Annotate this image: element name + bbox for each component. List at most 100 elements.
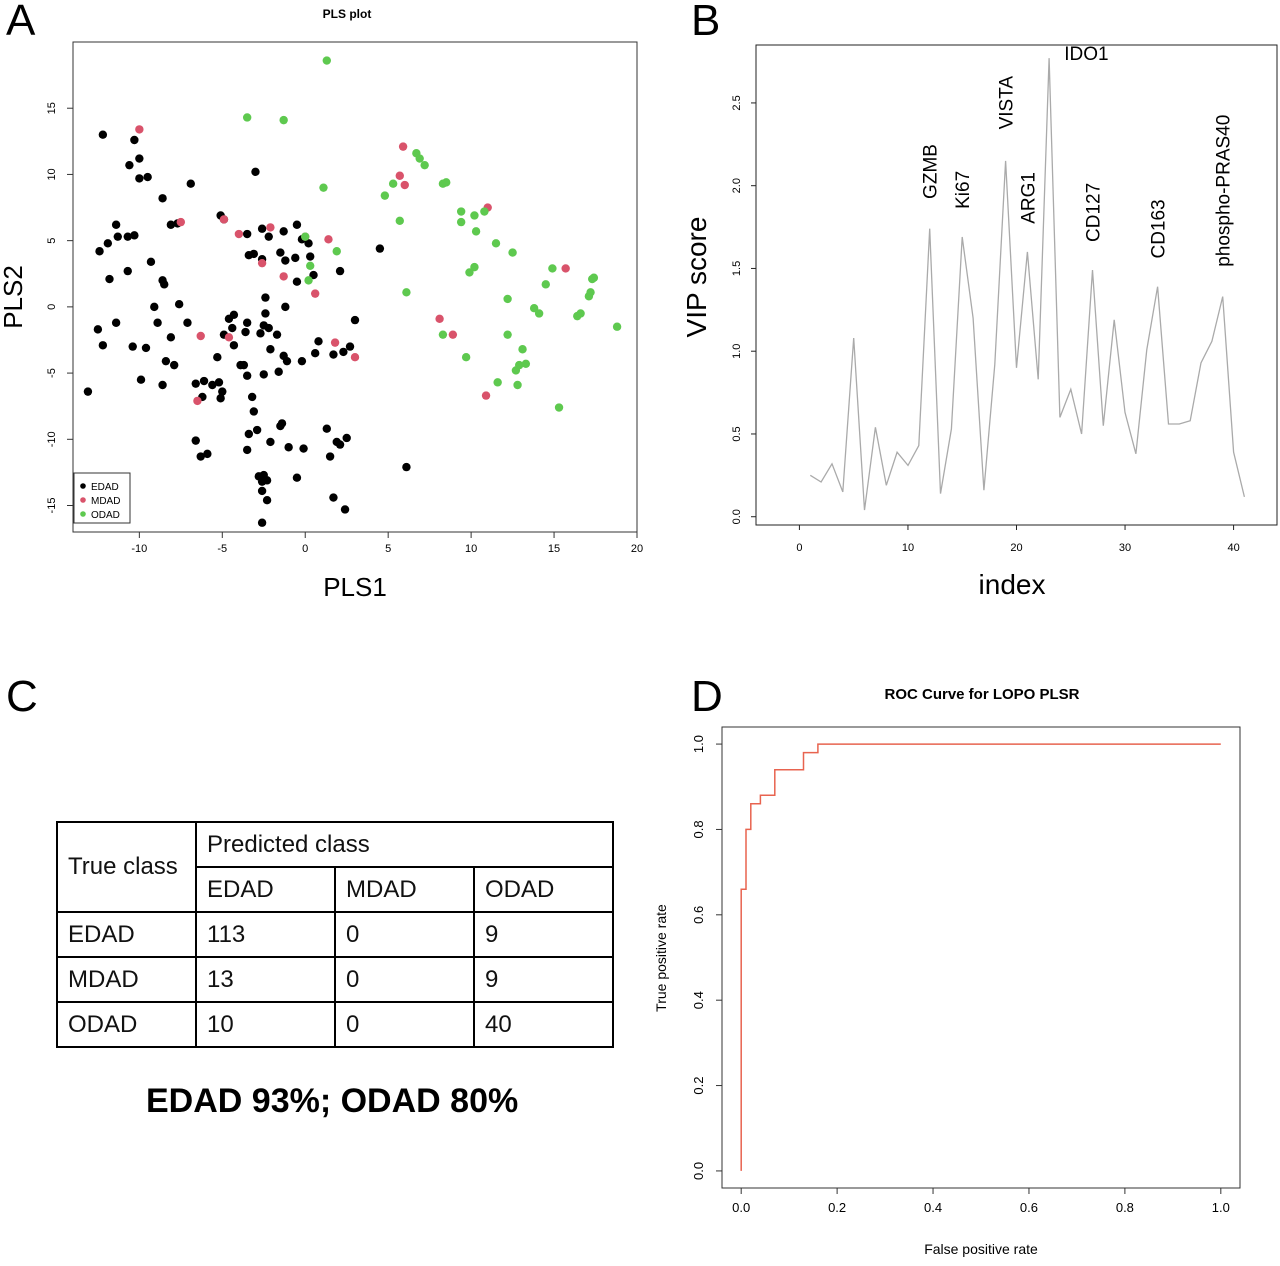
data-point-mdad [395,171,404,180]
data-point-odad [589,273,599,282]
annotation-label: CD127 [1083,183,1104,242]
panel-letter-d: D [691,672,723,721]
data-point-odad [518,345,527,354]
data-point-odad [493,378,502,387]
data-point-edad [276,248,285,257]
legend-label-odad: ODAD [91,510,120,521]
panel-letter-b: B [691,0,721,45]
data-point-mdad [350,352,360,362]
pls-scatter-plot: PLS plot -10 -5 0 5 10 15 20 -15 -10 -5 0 5 10 15 PLS1 P… [0,7,643,602]
data-point-edad [216,394,225,403]
data-point-odad [513,380,522,390]
y-tick-label: -5 [46,368,58,378]
table-cell: 0 [334,911,475,958]
data-point-edad [130,135,139,145]
data-point-edad [292,220,302,229]
data-point-mdad [398,142,408,151]
data-point-edad [314,337,323,346]
data-point-edad [299,444,308,453]
vip-score-plot: 0 10 20 30 40 0.0 0.5 1.0 1.5 2.0 2.5 index VIP scor… [681,44,1278,600]
data-point-odad [395,216,404,225]
data-point-edad [196,452,205,461]
data-point-edad [228,323,237,333]
data-point-mdad [481,391,491,400]
x-tick-label: 10 [465,543,477,555]
data-point-edad [257,486,267,496]
y-tick-label: -15 [46,498,58,514]
data-point-mdad [135,125,144,134]
data-point-odad [380,191,390,200]
data-point-odad [586,288,595,297]
data-point-edad [375,244,385,253]
x-tick-label: 30 [1119,542,1131,554]
plot-frame [721,726,1241,1189]
data-point-edad [105,274,114,284]
data-point-mdad [330,338,340,347]
data-point-edad [329,350,338,359]
x-tick-label: 0.2 [828,1200,846,1215]
table-subheader-row: EDAD MDAD ODAD [57,866,614,913]
data-point-edad [264,323,273,333]
x-tick-label: 0.4 [924,1200,942,1215]
plot-frame [72,41,638,533]
data-point-edad [95,247,104,256]
y-tick-label: 0 [46,304,58,310]
data-point-edad [208,380,217,390]
row-label: ODAD [56,1001,197,1048]
data-point-edad [186,179,195,188]
legend-label-edad: EDAD [91,482,119,493]
data-point-edad [335,266,345,276]
y-tick-label: 0.4 [691,991,706,1009]
table-row: ODAD 10 0 40 [56,1001,614,1048]
data-point-edad [261,293,270,302]
legend-marker-edad [80,483,86,489]
data-point-odad [480,207,489,216]
data-point-edad [191,436,200,445]
x-axis-label: False positive rate [924,1241,1038,1257]
data-point-edad [174,300,184,309]
chart-title: ROC Curve for LOPO PLSR [884,686,1079,703]
data-point-edad [128,342,137,351]
data-point-edad [236,360,245,370]
x-tick-label: -5 [217,543,227,555]
data-point-odad [456,217,466,227]
data-point-edad [262,496,272,505]
annotation-label: ARG1 [1018,172,1039,224]
data-point-edad [257,224,267,233]
data-point-edad [274,367,283,376]
data-point-edad [247,392,257,402]
data-point-edad [291,253,300,263]
data-point-edad [310,349,320,358]
y-tick-label: 1.0 [691,735,706,753]
x-tick-label: 10 [902,542,914,554]
data-point-edad [150,302,159,312]
column-header-mdad: MDAD [334,866,475,913]
data-point-odad [503,294,512,304]
data-point-odad [515,360,524,370]
data-point-edad [111,318,121,327]
annotation-label: VISTA [997,76,1018,130]
data-point-edad [257,518,267,527]
annotation-label: phospho-PRAS40 [1214,115,1235,267]
data-point-edad [282,356,292,366]
data-point-edad [83,387,93,396]
data-point-edad [241,327,250,337]
data-point-edad [203,449,212,459]
data-point-odad [503,330,512,339]
data-point-edad [266,345,275,354]
data-point-odad [471,227,481,236]
data-point-edad [272,330,282,339]
data-point-edad [251,167,260,176]
data-point-edad [158,276,167,285]
y-tick-label: 2.5 [731,95,743,110]
table-cell: 9 [473,911,614,958]
data-point-odad [388,179,398,188]
data-point-odad [612,322,622,331]
data-point-edad [256,329,265,338]
data-point-odad [465,268,474,277]
data-point-edad [135,154,144,163]
data-point-odad [279,115,288,125]
data-point-odad [534,309,544,318]
data-point-mdad [400,180,409,190]
data-point-mdad [324,235,333,244]
